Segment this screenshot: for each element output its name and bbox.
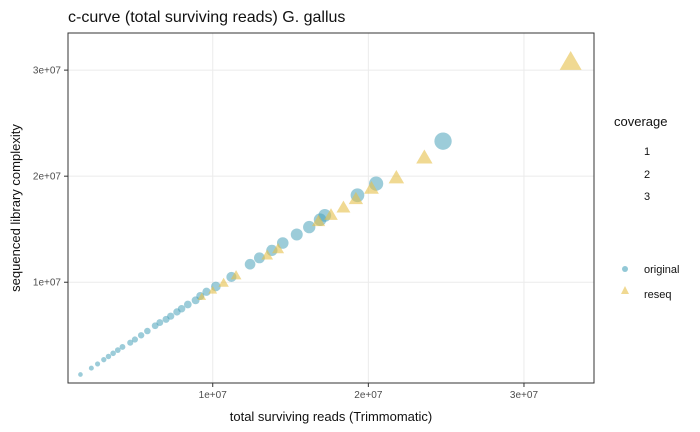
point-original xyxy=(434,132,452,150)
point-original xyxy=(183,300,192,309)
y-axis-title: sequenced library complexity xyxy=(8,124,23,292)
legend-label-original: original xyxy=(644,264,679,276)
panel-border xyxy=(67,32,595,384)
point-original xyxy=(167,312,175,320)
legend-size-label-1: 1 xyxy=(644,146,650,158)
point-original xyxy=(94,361,101,367)
y-tick-label: 1e+07 xyxy=(33,278,62,289)
point-reseq xyxy=(272,242,285,254)
point-original xyxy=(244,258,256,270)
legend-size-label-2: 2 xyxy=(644,169,650,181)
legend-title-coverage: coverage xyxy=(614,114,667,129)
x-tick-label: 3e+07 xyxy=(510,390,539,401)
point-reseq xyxy=(388,170,405,184)
legend-size-label-3: 3 xyxy=(644,191,650,203)
point-reseq xyxy=(197,292,207,300)
point-reseq xyxy=(348,191,364,205)
axis-ticks: 1e+07 2e+07 3e+07 1e+07 2e+07 3e+07 xyxy=(33,66,539,401)
point-original xyxy=(114,347,121,353)
legend-key-reseq xyxy=(621,286,629,294)
point-original xyxy=(88,365,94,371)
point-reseq xyxy=(416,149,433,164)
point-reseq xyxy=(311,214,326,227)
chart-title: c-curve (total surviving reads) G. gallu… xyxy=(68,9,345,26)
data-points xyxy=(78,51,582,377)
point-original xyxy=(127,339,134,346)
y-tick-label: 3e+07 xyxy=(33,66,62,77)
point-original xyxy=(119,344,126,350)
point-original xyxy=(303,220,316,234)
point-original xyxy=(290,228,303,241)
legend: coverage 1 2 3 original reseq xyxy=(614,114,679,301)
point-reseq xyxy=(261,249,274,260)
point-original xyxy=(131,336,139,343)
point-reseq xyxy=(559,51,582,70)
point-original xyxy=(137,332,145,339)
point-original xyxy=(276,237,289,249)
point-reseq xyxy=(230,270,242,280)
point-original xyxy=(78,372,83,377)
legend-key-original xyxy=(622,266,628,272)
point-original xyxy=(177,304,186,313)
point-original xyxy=(202,287,211,296)
point-reseq xyxy=(208,286,218,294)
point-reseq xyxy=(324,208,338,220)
point-original xyxy=(105,353,112,360)
x-axis-title: total surviving reads (Trimmomatic) xyxy=(230,409,433,424)
x-tick-label: 1e+07 xyxy=(199,390,228,401)
point-reseq xyxy=(218,277,229,287)
point-reseq xyxy=(336,200,351,213)
legend-label-reseq: reseq xyxy=(644,289,672,301)
point-original xyxy=(253,252,265,264)
x-tick-label: 2e+07 xyxy=(354,390,383,401)
gridlines xyxy=(68,33,594,383)
point-original xyxy=(144,327,151,335)
point-reseq xyxy=(364,181,379,194)
y-tick-label: 2e+07 xyxy=(33,172,62,183)
point-original xyxy=(156,319,164,326)
point-original xyxy=(101,357,107,363)
point-original xyxy=(110,350,116,357)
